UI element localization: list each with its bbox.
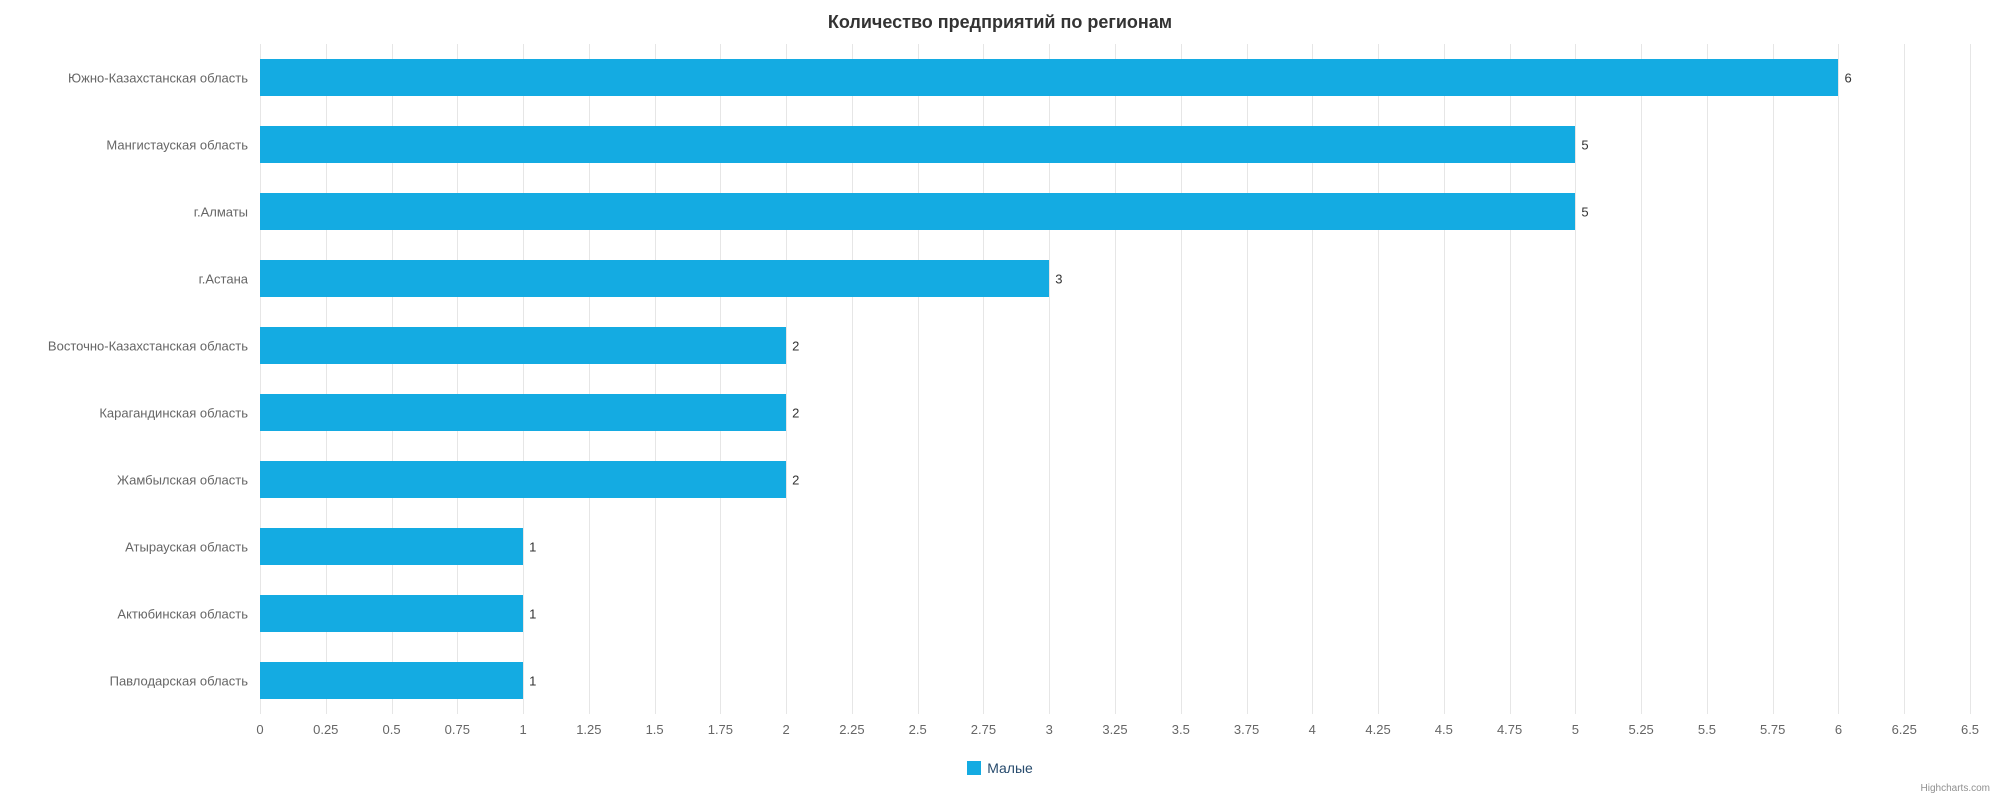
legend-swatch — [967, 761, 981, 775]
bar[interactable] — [260, 126, 1575, 163]
bar-value-label: 1 — [529, 539, 536, 554]
x-tick-label: 1.5 — [646, 722, 664, 737]
bar-value-label: 6 — [1844, 70, 1851, 85]
x-tick-label: 2.75 — [971, 722, 996, 737]
gridline — [1575, 44, 1576, 714]
x-tick-label: 6.25 — [1892, 722, 1917, 737]
gridline — [1838, 44, 1839, 714]
x-tick-label: 2 — [783, 722, 790, 737]
bar[interactable] — [260, 193, 1575, 230]
category-label: г.Астана — [0, 271, 248, 286]
category-label: Карагандинская область — [0, 405, 248, 420]
category-label: Актюбинская область — [0, 606, 248, 621]
x-tick-label: 3.75 — [1234, 722, 1259, 737]
gridline — [1773, 44, 1774, 714]
bar-value-label: 2 — [792, 338, 799, 353]
x-tick-label: 0.25 — [313, 722, 338, 737]
gridline — [1904, 44, 1905, 714]
x-tick-label: 6 — [1835, 722, 1842, 737]
x-tick-label: 1 — [519, 722, 526, 737]
bar[interactable] — [260, 461, 786, 498]
bar[interactable] — [260, 394, 786, 431]
x-tick-label: 2.5 — [909, 722, 927, 737]
x-tick-label: 4.25 — [1365, 722, 1390, 737]
chart-credit[interactable]: Highcharts.com — [1921, 783, 1990, 794]
bar-value-label: 5 — [1581, 204, 1588, 219]
category-label: Атырауская область — [0, 539, 248, 554]
x-tick-label: 2.25 — [839, 722, 864, 737]
bar[interactable] — [260, 595, 523, 632]
bar-value-label: 2 — [792, 472, 799, 487]
bar[interactable] — [260, 59, 1838, 96]
category-label: Восточно-Казахстанская область — [0, 338, 248, 353]
x-tick-label: 5.75 — [1760, 722, 1785, 737]
plot-area — [260, 44, 1970, 714]
category-label: Павлодарская область — [0, 673, 248, 688]
x-tick-label: 0 — [256, 722, 263, 737]
category-label: Мангистауская область — [0, 137, 248, 152]
x-tick-label: 5 — [1572, 722, 1579, 737]
x-tick-label: 3.25 — [1102, 722, 1127, 737]
bar[interactable] — [260, 327, 786, 364]
x-tick-label: 0.75 — [445, 722, 470, 737]
bar[interactable] — [260, 260, 1049, 297]
x-tick-label: 4.75 — [1497, 722, 1522, 737]
bar-value-label: 1 — [529, 606, 536, 621]
x-tick-label: 6.5 — [1961, 722, 1979, 737]
x-tick-label: 5.25 — [1628, 722, 1653, 737]
x-tick-label: 0.5 — [382, 722, 400, 737]
x-tick-label: 1.25 — [576, 722, 601, 737]
x-tick-label: 3.5 — [1172, 722, 1190, 737]
category-label: г.Алматы — [0, 204, 248, 219]
x-tick-label: 1.75 — [708, 722, 733, 737]
bar-value-label: 1 — [529, 673, 536, 688]
x-tick-label: 5.5 — [1698, 722, 1716, 737]
x-tick-label: 4 — [1309, 722, 1316, 737]
gridline — [1970, 44, 1971, 714]
gridline — [1641, 44, 1642, 714]
chart-title: Количество предприятий по регионам — [0, 12, 2000, 33]
legend: Малые — [0, 760, 2000, 778]
bar-value-label: 5 — [1581, 137, 1588, 152]
x-tick-label: 4.5 — [1435, 722, 1453, 737]
legend-item-malye[interactable]: Малые — [967, 760, 1033, 776]
x-tick-label: 3 — [1046, 722, 1053, 737]
bar-value-label: 2 — [792, 405, 799, 420]
category-label: Южно-Казахстанская область — [0, 70, 248, 85]
legend-label: Малые — [987, 760, 1033, 776]
bar[interactable] — [260, 662, 523, 699]
category-label: Жамбылская область — [0, 472, 248, 487]
gridline — [1707, 44, 1708, 714]
bar[interactable] — [260, 528, 523, 565]
bar-value-label: 3 — [1055, 271, 1062, 286]
